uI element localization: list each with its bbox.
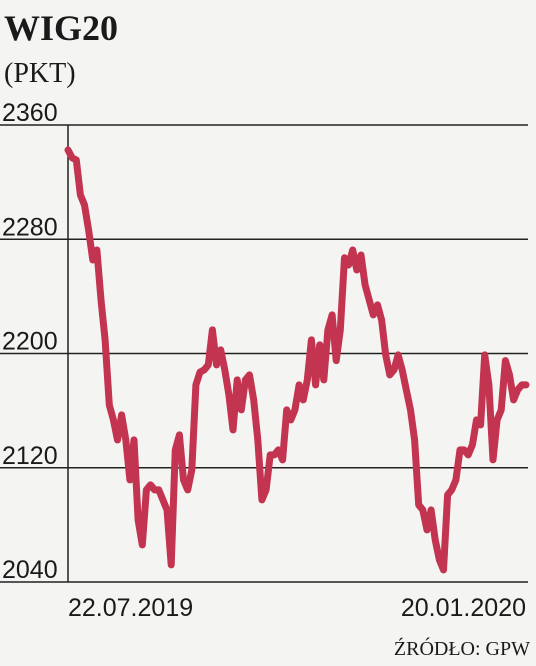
y-tick-label: 2200 xyxy=(2,328,58,356)
chart-subtitle: (PKT) xyxy=(4,58,76,89)
y-tick-label: 2120 xyxy=(2,442,58,470)
line-series xyxy=(64,146,530,574)
y-tick-label: 2360 xyxy=(2,99,58,127)
chart-title: WIG20 xyxy=(4,8,118,48)
y-tick-label: 2040 xyxy=(2,556,58,584)
x-tick-label: 20.01.2020 xyxy=(401,594,526,622)
y-tick-label: 2280 xyxy=(2,213,58,241)
source: ŹRÓDŁO: GPW xyxy=(394,636,530,660)
x-tick-label: 22.07.2019 xyxy=(68,594,193,622)
